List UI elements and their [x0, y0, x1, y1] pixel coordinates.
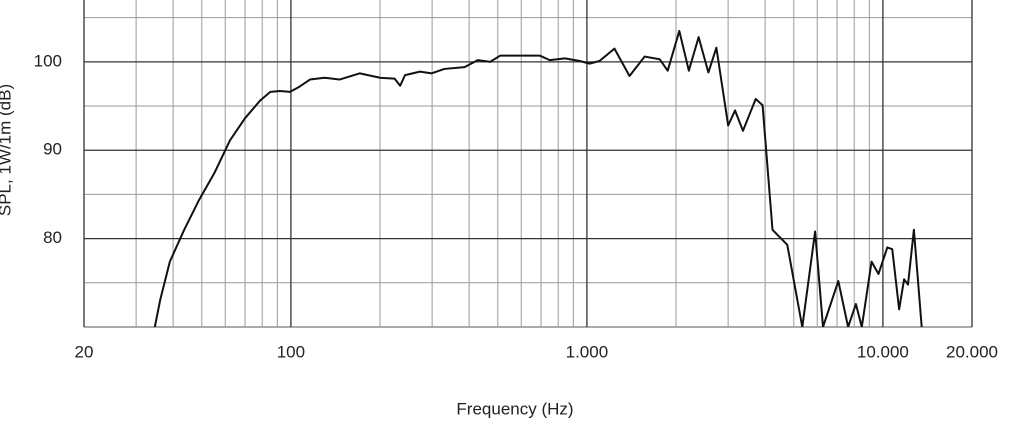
y-axis-label: SPL, 1W/1m (dB) [0, 84, 14, 216]
y-tick-label: 100 [34, 51, 62, 70]
x-tick-label: 20 [75, 342, 94, 361]
x-tick-label: 10.000 [857, 342, 909, 361]
y-tick-label: 80 [43, 228, 62, 247]
response-curve [153, 29, 923, 327]
x-tick-label: 20.000 [946, 342, 998, 361]
x-tick-label: 1.000 [566, 342, 609, 361]
x-tick-label: 100 [277, 342, 305, 361]
y-tick-label: 90 [43, 140, 62, 159]
x-axis-label: Frequency (Hz) [456, 399, 573, 418]
